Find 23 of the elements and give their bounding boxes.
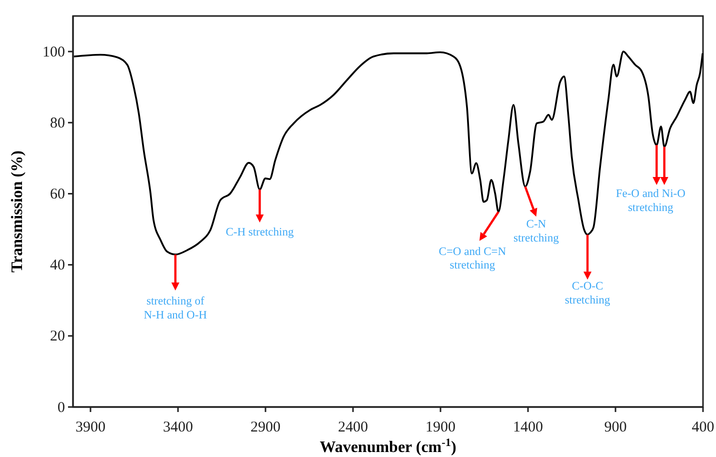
y-tick-label: 0 — [58, 400, 65, 416]
annotation: C-N stretching — [514, 218, 560, 244]
x-axis-title: Wavenumber (cm$^{-1}$) — [320, 437, 456, 456]
y-tick-label: 80 — [50, 115, 65, 132]
annotation: C-H stretching — [226, 226, 294, 238]
y-axis-title: Transmission (%) — [9, 150, 26, 272]
x-tick-label: 3900 — [76, 420, 106, 436]
x-tick-label: 2400 — [338, 420, 368, 436]
y-tick-label: 100 — [42, 44, 65, 60]
annotation: C-O-C stretching — [564, 280, 610, 306]
annotation: C=O and C=N stretching — [438, 246, 507, 272]
x-tick-label: 900 — [604, 420, 627, 436]
annotation: Fe-O and Ni-O stretching — [616, 188, 686, 214]
annotation: stretching of N-H and O-H — [144, 296, 207, 322]
line-series — [72, 50, 704, 256]
y-tick-label: 40 — [50, 258, 65, 274]
x-tick-label: 3400 — [163, 420, 193, 436]
x-tick-label: 400 — [692, 420, 714, 436]
y-tick-label: 20 — [50, 328, 65, 345]
x-tick-label: 2900 — [250, 420, 280, 436]
y-tick-label: 60 — [50, 186, 65, 203]
x-tick-label: 1400 — [513, 420, 543, 436]
x-tick-label: 1900 — [426, 420, 456, 436]
